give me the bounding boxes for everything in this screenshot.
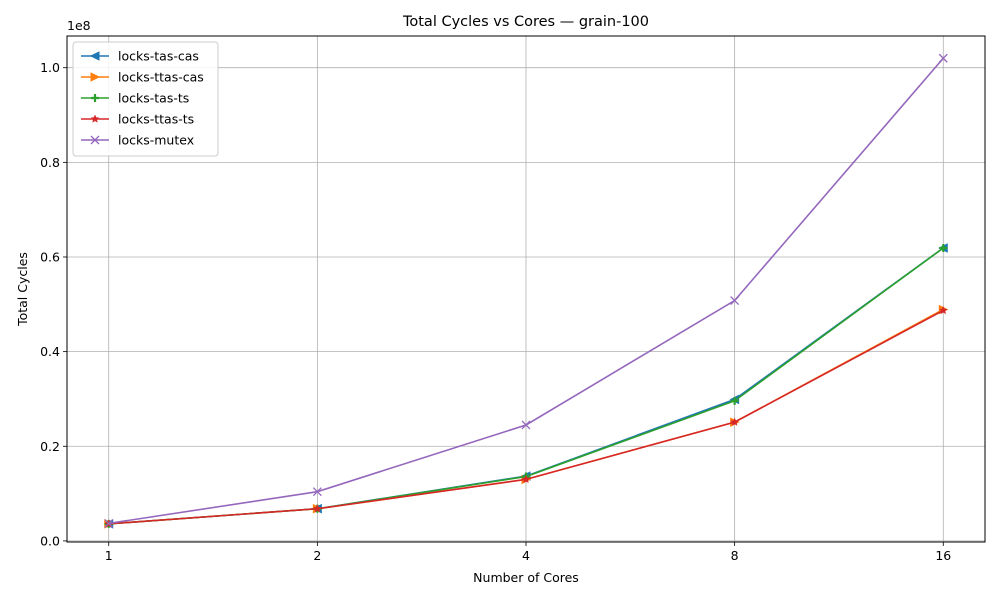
data-point <box>730 417 740 426</box>
legend-entry-locks-mutex: locks-mutex <box>81 133 194 148</box>
y-tick-label: 0.0 <box>40 533 60 548</box>
y-axis-offset-label: 1e8 <box>67 18 91 33</box>
x-tick-label: 8 <box>731 548 739 563</box>
grid <box>67 36 985 542</box>
legend-marker <box>90 72 101 82</box>
data-point <box>938 53 948 63</box>
chart-title: Total Cycles vs Cores — grain-100 <box>402 14 649 30</box>
x-tick-label: 16 <box>935 548 951 563</box>
data-point <box>938 305 948 315</box>
y-tick-label: 0.8 <box>40 155 60 170</box>
legend-label: locks-tas-cas <box>118 49 199 64</box>
legend-entry-locks-ttas-ts: locks-ttas-ts <box>81 112 194 127</box>
data-point <box>312 487 322 497</box>
data-point <box>521 420 531 430</box>
data-point <box>730 296 740 305</box>
legend-label: locks-ttas-cas <box>118 70 204 85</box>
data-point <box>939 243 948 252</box>
data-point <box>312 504 322 513</box>
legend: locks-tas-cas locks-ttas-cas locks-tas-ts l… <box>72 41 219 157</box>
series-lines <box>103 53 949 529</box>
legend-label: locks-mutex <box>118 133 194 148</box>
x-tick-label: 1 <box>105 548 113 563</box>
legend-entry-locks-tas-ts: locks-tas-ts <box>81 91 189 106</box>
y-tick-label: 1.0 <box>40 60 60 75</box>
legend-box <box>72 41 219 157</box>
y-tick-label: 0.4 <box>40 344 60 359</box>
legend-label: locks-tas-ts <box>118 91 189 106</box>
series-locks-mutex <box>104 53 948 528</box>
data-point <box>521 474 531 484</box>
y-tick-label: 0.6 <box>40 249 60 264</box>
axis-ticks: 1 2 4 8 16 0.0 0.2 0.4 0.6 0.8 1.0 <box>40 60 951 563</box>
legend-entry-locks-tas-cas: locks-tas-cas <box>81 49 199 64</box>
y-axis-label: Total Cycles <box>15 252 30 327</box>
legend-marker <box>89 51 100 61</box>
x-tick-label: 2 <box>313 548 321 563</box>
data-point <box>104 518 114 528</box>
data-point <box>730 396 739 405</box>
x-axis-label: Number of Cores <box>473 570 579 585</box>
legend-marker <box>90 114 100 123</box>
x-tick-label: 4 <box>522 548 530 563</box>
legend-marker <box>90 135 100 145</box>
legend-label: locks-ttas-ts <box>118 112 194 127</box>
legend-marker <box>91 94 99 102</box>
legend-entry-locks-ttas-cas: locks-ttas-cas <box>81 70 204 85</box>
y-tick-label: 0.2 <box>40 439 60 454</box>
